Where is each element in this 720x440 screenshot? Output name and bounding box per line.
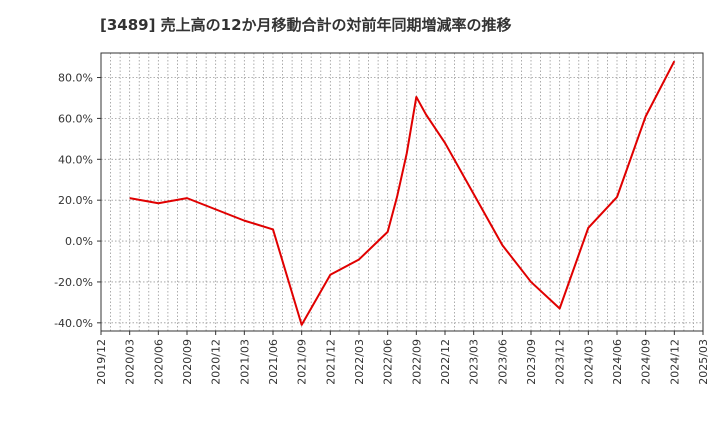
- series-line: [129, 60, 676, 326]
- x-tick-label: 2023/09: [525, 339, 538, 385]
- y-tick-label: -40.0%: [54, 317, 93, 330]
- x-tick-label: 2020/12: [210, 339, 223, 385]
- x-tick-label: 2019/12: [95, 339, 108, 385]
- x-tick-label: 2022/09: [410, 339, 423, 385]
- vertical-gridlines: [100, 53, 704, 331]
- x-tick-label: 2021/06: [267, 339, 280, 385]
- x-tick-label: 2020/03: [124, 339, 137, 385]
- y-tick-label: 0.0%: [65, 235, 93, 248]
- x-tick-label: 2023/03: [468, 339, 481, 385]
- x-tick-label: 2022/12: [439, 339, 452, 385]
- x-tick-label: 2020/09: [181, 339, 194, 385]
- y-tick-label: 40.0%: [58, 153, 93, 166]
- x-tick-label: 2023/12: [554, 339, 567, 385]
- x-tick-label: 2024/09: [640, 339, 653, 385]
- plot-frame: [100, 52, 704, 332]
- x-tick-label: 2025/03: [697, 339, 710, 385]
- y-axis-ticks: -40.0% -20.0% 0.0% 20.0% 40.0% 60.0% 80.0%: [54, 72, 101, 330]
- x-tick-label: 2021/09: [296, 339, 309, 385]
- chart-title: [3489] 売上高の12か月移動合計の対前年同期増減率の推移: [100, 16, 512, 34]
- x-tick-label: 2023/06: [496, 339, 509, 385]
- x-tick-label: 2021/12: [324, 339, 337, 385]
- x-tick-label: 2022/06: [382, 339, 395, 385]
- y-tick-label: 80.0%: [58, 72, 93, 85]
- x-tick-label: 2020/06: [152, 339, 165, 385]
- x-tick-label: 2022/03: [353, 339, 366, 385]
- x-axis-ticks: 2019/12 2020/03 2020/06 2020/09 2020/12 2021/…: [95, 331, 710, 385]
- y-tick-label: 60.0%: [58, 112, 93, 125]
- y-tick-label: 20.0%: [58, 194, 93, 207]
- x-tick-label: 2024/12: [668, 339, 681, 385]
- horizontal-gridlines: [101, 77, 703, 324]
- x-tick-label: 2021/03: [238, 339, 251, 385]
- series-layer: [129, 60, 676, 326]
- x-tick-label: 2024/03: [582, 339, 595, 385]
- y-tick-label: -20.0%: [54, 276, 93, 289]
- x-tick-label: 2024/06: [611, 339, 624, 385]
